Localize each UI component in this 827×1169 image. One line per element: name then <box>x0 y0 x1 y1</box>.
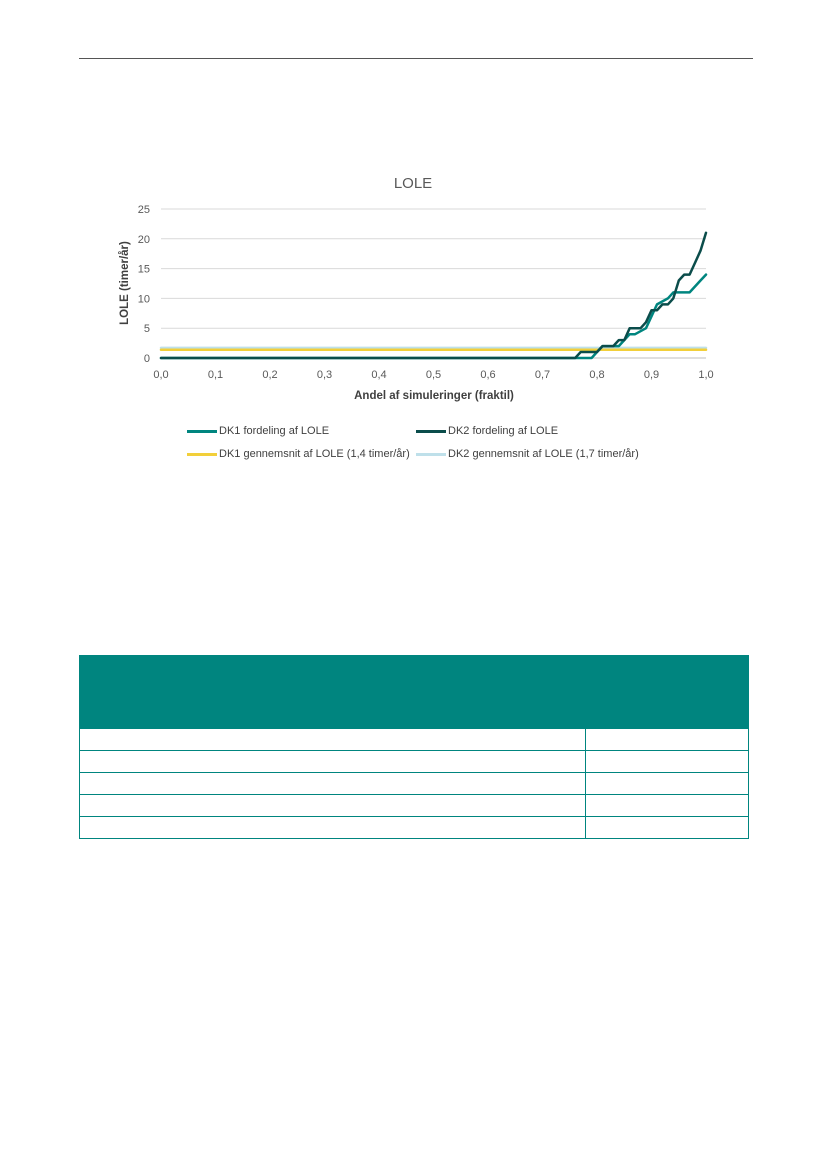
x-tick-label: 0,8 <box>589 369 604 381</box>
table-cell <box>585 794 749 817</box>
x-tick-label: 0,7 <box>535 369 550 381</box>
table-row <box>79 772 749 795</box>
legend-label-dk2-fordeling: DK2 fordeling af LOLE <box>448 425 559 437</box>
y-tick-label: 0 <box>144 353 150 365</box>
lole-chart-svg: LOLE 0 5 10 15 20 25 0,0 0,1 0,2 0,3 0,4 0,5 0,6 0,7… <box>119 175 714 402</box>
header-rule <box>79 58 753 59</box>
x-tick-label: 0,1 <box>208 369 223 381</box>
y-tick-label: 15 <box>138 264 150 276</box>
legend-swatch-dk1-fordeling <box>187 429 217 433</box>
y-tick-label: 5 <box>144 323 150 335</box>
x-tick-label: 0,4 <box>371 369 386 381</box>
legend-dk2-fordeling: DK2 fordeling af LOLE <box>416 423 558 439</box>
legend-label-dk1-fordeling: DK1 fordeling af LOLE <box>219 425 330 437</box>
y-tick-labels: 0 5 10 15 20 25 <box>138 204 150 365</box>
x-tick-label: 0,0 <box>153 369 168 381</box>
series-line-1 <box>159 231 708 360</box>
table-cell <box>79 772 586 795</box>
legend-swatch-dk2-fordeling <box>416 429 446 433</box>
legend-dk1-gennemsnit: DK1 gennemsnit af LOLE (1,4 timer/år) <box>187 446 410 462</box>
table-header-cell <box>79 694 586 729</box>
table-header-cell <box>585 655 749 695</box>
table-cell <box>585 728 749 751</box>
x-tick-label: 0,2 <box>262 369 277 381</box>
legend-swatch-dk2-gennemsnit <box>416 452 446 456</box>
table-header-cell <box>79 655 586 695</box>
table-row <box>79 794 749 817</box>
table-header-row <box>79 694 749 729</box>
chart-title: LOLE <box>394 175 432 192</box>
series-line-0 <box>159 273 708 360</box>
table-row <box>79 816 749 839</box>
table-header-cell <box>585 694 749 729</box>
y-axis-label: LOLE (timer/år) <box>119 241 131 325</box>
y-tick-label: 10 <box>138 293 150 305</box>
y-tick-label: 20 <box>138 234 150 246</box>
table-cell <box>79 794 586 817</box>
x-tick-label: 1,0 <box>698 369 713 381</box>
table-cell <box>585 750 749 773</box>
y-tick-label: 25 <box>138 204 150 216</box>
x-tick-label: 0,9 <box>644 369 659 381</box>
gridlines <box>161 208 706 359</box>
legend-label-dk2-gennemsnit: DK2 gennemsnit af LOLE (1,7 timer/år) <box>448 448 639 460</box>
table-cell <box>585 816 749 839</box>
table-row <box>79 728 749 751</box>
lole-chart: LOLE 0 5 10 15 20 25 0,0 0,1 0,2 0,3 0,4 0,5 0,6 0,7… <box>100 160 740 480</box>
data-table <box>79 655 749 839</box>
x-tick-label: 0,3 <box>317 369 332 381</box>
table-row <box>79 750 749 773</box>
legend-label-dk1-gennemsnit: DK1 gennemsnit af LOLE (1,4 timer/år) <box>219 448 410 460</box>
x-axis-label: Andel af simuleringer (fraktil) <box>354 390 514 402</box>
legend-swatch-dk1-gennemsnit <box>187 452 217 456</box>
x-tick-label: 0,6 <box>480 369 495 381</box>
x-tick-labels: 0,0 0,1 0,2 0,3 0,4 0,5 0,6 0,7 0,8 0,9 1,0 <box>153 369 713 381</box>
legend-dk2-gennemsnit: DK2 gennemsnit af LOLE (1,7 timer/år) <box>416 446 639 462</box>
legend-dk1-fordeling: DK1 fordeling af LOLE <box>187 423 329 439</box>
table-header-row <box>79 655 749 695</box>
table-cell <box>79 728 586 751</box>
series-lines <box>159 231 708 360</box>
table-cell <box>79 816 586 839</box>
table-cell <box>79 750 586 773</box>
table-cell <box>585 772 749 795</box>
x-tick-label: 0,5 <box>426 369 441 381</box>
